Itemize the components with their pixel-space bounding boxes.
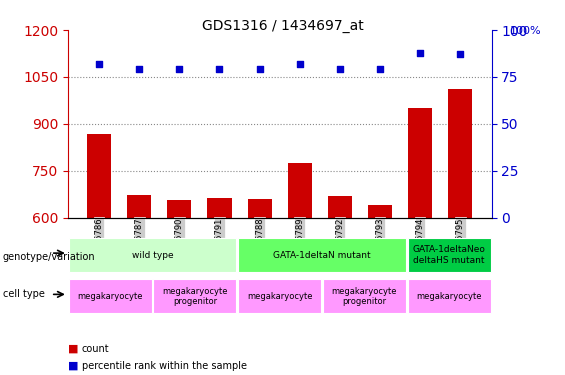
Point <box>215 66 224 72</box>
Point <box>336 66 345 72</box>
Text: genotype/variation: genotype/variation <box>3 252 95 262</box>
Point <box>134 66 144 72</box>
Text: percentile rank within the sample: percentile rank within the sample <box>82 361 247 370</box>
Bar <box>87 134 111 375</box>
Bar <box>448 89 472 375</box>
Point <box>175 66 184 72</box>
FancyBboxPatch shape <box>407 238 490 272</box>
Text: megakaryocyte
progenitor: megakaryocyte progenitor <box>332 286 397 306</box>
Point <box>416 50 425 55</box>
Bar <box>328 196 352 375</box>
Text: GSM45793: GSM45793 <box>376 217 385 263</box>
Bar <box>207 198 232 375</box>
Text: GSM45788: GSM45788 <box>255 217 264 263</box>
Text: megakaryocyte: megakaryocyte <box>247 292 312 301</box>
FancyBboxPatch shape <box>68 238 236 272</box>
Bar <box>167 200 192 375</box>
Text: ■: ■ <box>68 344 79 354</box>
Text: megakaryocyte: megakaryocyte <box>77 292 143 301</box>
Text: GSM45790: GSM45790 <box>175 217 184 263</box>
FancyBboxPatch shape <box>68 279 151 313</box>
Bar <box>247 199 272 375</box>
Text: GSM45791: GSM45791 <box>215 217 224 263</box>
Text: GATA-1deltaNeo
deltaHS mutant: GATA-1deltaNeo deltaHS mutant <box>413 245 485 265</box>
Text: GSM45789: GSM45789 <box>295 217 304 263</box>
Point <box>94 61 103 67</box>
Text: GSM45787: GSM45787 <box>134 217 144 263</box>
Text: GSM45794: GSM45794 <box>416 217 425 263</box>
Bar <box>368 205 392 375</box>
Text: megakaryocyte
progenitor: megakaryocyte progenitor <box>162 286 228 306</box>
Point <box>456 51 465 57</box>
Text: GSM45795: GSM45795 <box>456 217 465 263</box>
Text: wild type: wild type <box>132 251 173 260</box>
Bar <box>288 164 312 375</box>
Text: GSM45792: GSM45792 <box>336 217 344 263</box>
Text: GATA-1deltaN mutant: GATA-1deltaN mutant <box>273 251 371 260</box>
Text: count: count <box>82 344 110 354</box>
Point <box>255 66 264 72</box>
FancyBboxPatch shape <box>153 279 236 313</box>
Point <box>376 66 385 72</box>
Y-axis label: 100%: 100% <box>510 26 541 36</box>
Point <box>295 61 305 67</box>
Text: cell type: cell type <box>3 290 45 299</box>
FancyBboxPatch shape <box>238 238 406 272</box>
Text: megakaryocyte: megakaryocyte <box>416 292 482 301</box>
FancyBboxPatch shape <box>407 279 490 313</box>
Text: ■: ■ <box>68 361 79 370</box>
FancyBboxPatch shape <box>323 279 406 313</box>
FancyBboxPatch shape <box>238 279 321 313</box>
Bar <box>408 108 432 375</box>
Text: GDS1316 / 1434697_at: GDS1316 / 1434697_at <box>202 19 363 33</box>
Bar <box>127 195 151 375</box>
Text: GSM45786: GSM45786 <box>94 217 103 263</box>
